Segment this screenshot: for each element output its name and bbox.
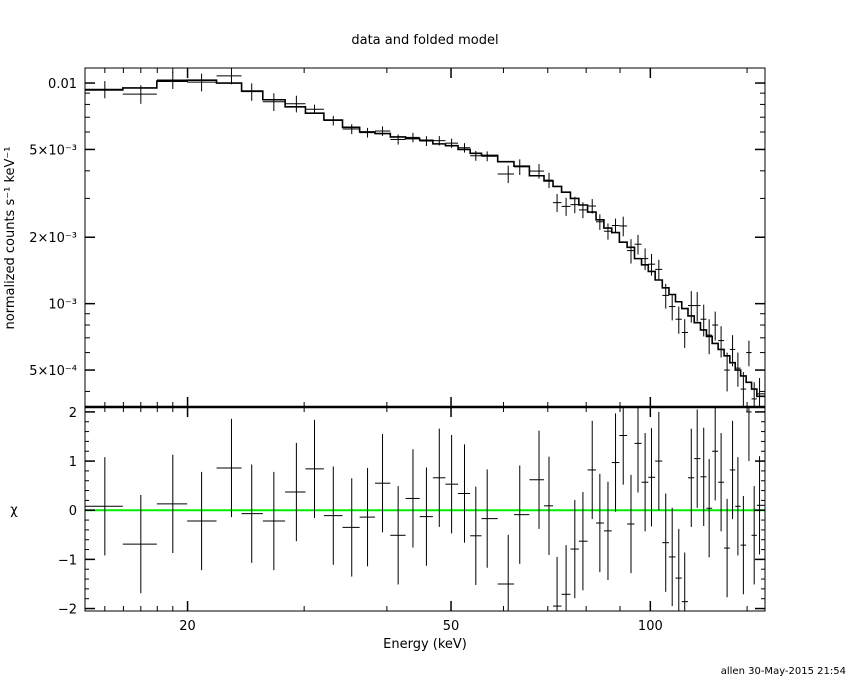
x-tick-label: 20 (179, 619, 196, 634)
chart-title: data and folded model (351, 33, 498, 48)
y-tick-label: 1 (69, 455, 77, 470)
y-tick-label: −2 (58, 603, 77, 618)
y-tick-label: 2 (69, 406, 77, 421)
y-tick-label: 10⁻³ (48, 298, 77, 313)
residuals-panel: 20 50 100 2 1 0 −1 −2 (58, 406, 766, 634)
timestamp: allen 30-May-2015 21:54 (721, 666, 846, 677)
y-tick-label: 0.01 (48, 77, 77, 92)
y-axis-label-residuals: χ (10, 503, 18, 518)
y-tick-label: 0 (69, 504, 77, 519)
y-axis-label-spectrum: normalized counts s⁻¹ keV⁻¹ (3, 147, 18, 330)
y-tick-label: 2×10⁻³ (29, 231, 77, 246)
spectrum-panel: 0.01 5×10⁻³ 2×10⁻³ 10⁻³ 5×10⁻⁴ (29, 67, 766, 611)
residual-marks (85, 407, 765, 611)
model-step-line (85, 79, 765, 398)
residuals-frame (84, 406, 766, 612)
x-tick-label: 100 (638, 619, 663, 634)
y-tick-label: 5×10⁻³ (29, 143, 77, 158)
spectrum-frame (84, 67, 766, 408)
y-tick-label: 5×10⁻⁴ (29, 364, 77, 379)
spectrum-marks (85, 68, 765, 407)
x-tick-label: 50 (443, 619, 460, 634)
y-tick-label: −1 (58, 553, 77, 568)
x-axis-label: Energy (keV) (383, 637, 467, 652)
